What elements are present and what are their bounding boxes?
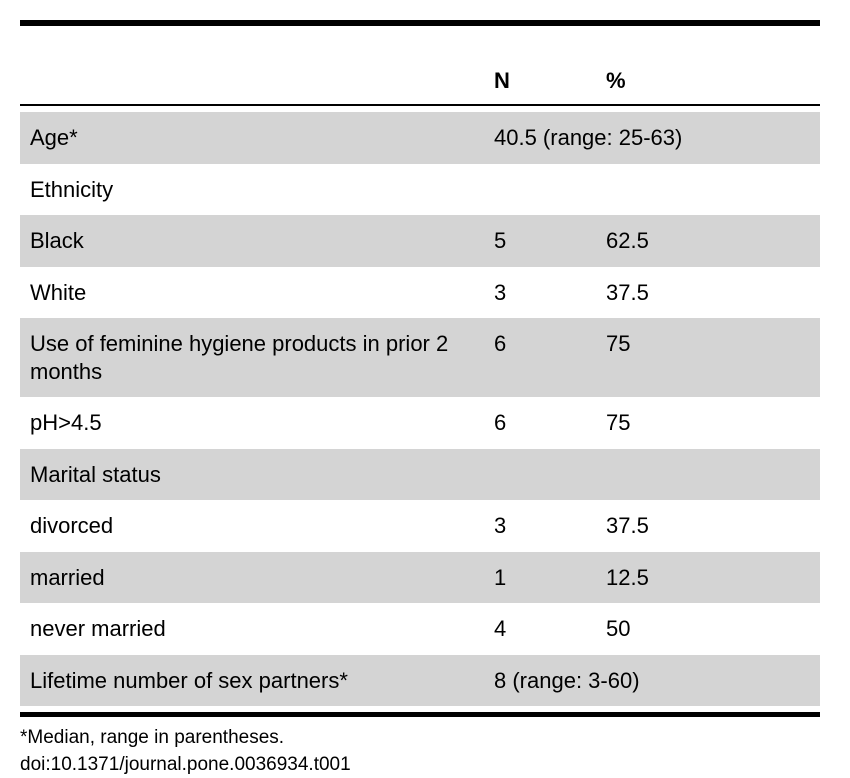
cell-span-value: 40.5 (range: 25-63)	[484, 112, 820, 164]
table-row: married 1 12.5	[20, 552, 820, 604]
table-row: never married 4 50	[20, 603, 820, 655]
cell-pct: 37.5	[596, 500, 820, 552]
table-row: Ethnicity	[20, 164, 820, 216]
cell-label: married	[20, 552, 484, 604]
cell-pct: 75	[596, 397, 820, 449]
cell-pct: 50	[596, 603, 820, 655]
cell-label: Use of feminine hygiene products in prio…	[20, 318, 484, 397]
table-row: Lifetime number of sex partners* 8 (rang…	[20, 655, 820, 707]
cell-label: never married	[20, 603, 484, 655]
cell-label: Black	[20, 215, 484, 267]
cell-label: Age*	[20, 112, 484, 164]
cell-n: 3	[484, 267, 596, 319]
cell-n: 4	[484, 603, 596, 655]
table-body: Age* 40.5 (range: 25-63) Ethnicity Black…	[20, 105, 820, 712]
col-header-n: N	[484, 54, 596, 105]
col-header-pct: %	[596, 54, 820, 105]
table-figure: N % Age* 40.5 (range: 25-63) Ethnicity B…	[0, 0, 850, 718]
table-row: White 3 37.5	[20, 267, 820, 319]
table-container: N % Age* 40.5 (range: 25-63) Ethnicity B…	[20, 20, 820, 717]
table-row: Marital status	[20, 449, 820, 501]
cell-n: 1	[484, 552, 596, 604]
cell-label: Ethnicity	[20, 164, 484, 216]
table-row: Use of feminine hygiene products in prio…	[20, 318, 820, 397]
cell-pct: 37.5	[596, 267, 820, 319]
cell-label: White	[20, 267, 484, 319]
table-row: pH>4.5 6 75	[20, 397, 820, 449]
table-row: divorced 3 37.5	[20, 500, 820, 552]
cell-pct	[596, 164, 820, 216]
cell-n: 8 (range: 3-60)	[484, 655, 820, 707]
footnote-text: *Median, range in parentheses.	[20, 725, 820, 752]
cell-n	[484, 449, 596, 501]
doi-text: doi:10.1371/journal.pone.0036934.t001	[20, 752, 820, 778]
header-row: N %	[20, 54, 820, 105]
cell-n: 5	[484, 215, 596, 267]
cell-n: 6	[484, 397, 596, 449]
cell-label: Lifetime number of sex partners*	[20, 655, 484, 707]
cell-label: Marital status	[20, 449, 484, 501]
cell-n: 3	[484, 500, 596, 552]
table-row: Age* 40.5 (range: 25-63)	[20, 112, 820, 164]
footnotes: *Median, range in parentheses. doi:10.13…	[20, 725, 820, 778]
cell-label: pH>4.5	[20, 397, 484, 449]
col-header-label	[20, 54, 484, 105]
cell-pct: 62.5	[596, 215, 820, 267]
cell-pct	[596, 449, 820, 501]
cell-pct: 75	[596, 318, 820, 397]
cell-n: 6	[484, 318, 596, 397]
cell-label: divorced	[20, 500, 484, 552]
body-gap	[20, 105, 820, 112]
header-spacer	[20, 26, 820, 54]
cell-pct: 12.5	[596, 552, 820, 604]
demographics-table: N % Age* 40.5 (range: 25-63) Ethnicity B…	[20, 26, 820, 712]
cell-n	[484, 164, 596, 216]
table-row: Black 5 62.5	[20, 215, 820, 267]
body-gap	[20, 706, 820, 712]
